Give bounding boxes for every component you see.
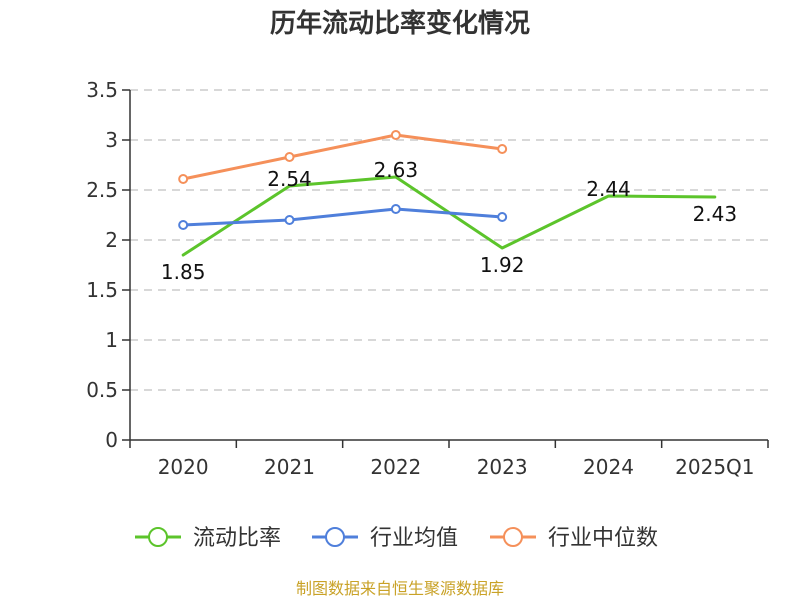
legend-marker	[503, 527, 523, 547]
x-tick-label: 2025Q1	[675, 455, 754, 479]
y-tick-label: 2.5	[86, 178, 118, 202]
legend-label: 行业均值	[370, 526, 458, 551]
series-line	[181, 207, 504, 227]
data-label: 1.85	[161, 260, 206, 284]
y-tick-label: 0	[105, 428, 118, 452]
x-tick-label: 2021	[264, 455, 315, 479]
data-label: 2.43	[693, 202, 738, 226]
x-tick-label: 2024	[583, 455, 634, 479]
x-tick-label: 2022	[370, 455, 421, 479]
axes: 0 0.5 1 1.5 2 2.5 3 3.5 2020 2021 2022 2023 2024 2025…	[86, 78, 769, 479]
series-line	[181, 175, 717, 257]
data-label: 2.44	[586, 177, 631, 201]
legend: 流动比率 行业均值 行业中位数	[135, 526, 658, 551]
legend-marker	[148, 527, 168, 547]
chart-title: 历年流动比率变化情况	[270, 8, 530, 39]
data-point	[390, 130, 401, 140]
data-point	[178, 220, 189, 230]
x-tick-label: 2023	[477, 455, 528, 479]
data-labels: 1.85 2.54 2.63 1.92 2.44 2.43	[161, 158, 737, 284]
y-tick-label: 0.5	[86, 378, 118, 402]
data-point	[497, 144, 508, 154]
data-label: 2.54	[267, 167, 312, 191]
legend-label: 行业中位数	[548, 526, 658, 551]
data-point	[178, 174, 189, 184]
data-point	[497, 212, 508, 222]
series-layer	[178, 130, 717, 257]
x-tick-label: 2020	[158, 455, 209, 479]
y-tick-label: 3	[105, 128, 118, 152]
y-tick-label: 2	[105, 228, 118, 252]
data-source-footer: 制图数据来自恒生聚源数据库	[296, 579, 504, 598]
data-label: 1.92	[480, 253, 525, 277]
y-tick-label: 1	[105, 328, 118, 352]
data-point	[284, 215, 295, 225]
data-point	[390, 204, 401, 214]
data-point	[284, 152, 295, 162]
y-tick-label: 1.5	[86, 278, 118, 302]
legend-marker	[325, 527, 345, 547]
grid-lines	[130, 89, 768, 391]
series-line	[181, 133, 504, 181]
legend-label: 流动比率	[193, 526, 281, 551]
data-label: 2.63	[374, 158, 419, 182]
y-tick-label: 3.5	[86, 78, 118, 102]
